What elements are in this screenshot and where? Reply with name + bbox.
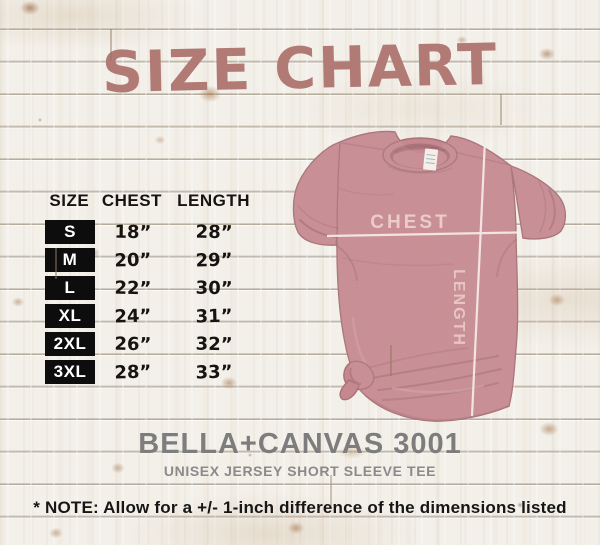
size-badge: L (45, 276, 95, 300)
length-value: 32” (195, 333, 233, 355)
table-row: L 22” 30” (45, 274, 257, 302)
tshirt-graphic: CHEST LENGTH (283, 128, 588, 436)
chest-value: 20” (114, 249, 152, 271)
size-cell: L (45, 276, 95, 300)
column-header-size: SIZE (49, 191, 90, 210)
table-row: XL 24” 31” (45, 302, 257, 330)
size-cell: M (45, 248, 95, 272)
product-subtitle: UNISEX JERSEY SHORT SLEEVE TEE (163, 463, 437, 479)
length-measure-line (470, 139, 487, 417)
size-table: SIZE CHEST LENGTH S 18” 28” M 20” (45, 190, 257, 386)
chest-value: 24” (114, 305, 152, 327)
chest-value: 28” (114, 361, 152, 383)
length-value: 31” (195, 305, 233, 327)
size-badge: S (45, 220, 95, 244)
size-cell: 2XL (45, 332, 95, 356)
size-badge: M (45, 248, 95, 272)
table-row: M 20” 29” (45, 246, 257, 274)
column-header-length: LENGTH (177, 191, 250, 210)
table-row: 3XL 28” 33” (45, 358, 257, 386)
heather-texture (293, 131, 566, 422)
size-cell: 3XL (45, 360, 95, 384)
length-value: 29” (195, 249, 233, 271)
column-header-chest: CHEST (101, 191, 162, 210)
chest-measure-line (326, 231, 518, 238)
tolerance-note: * NOTE: Allow for a +/- 1-inch differenc… (33, 498, 567, 517)
product-name: BELLA+CANVAS 3001 (138, 428, 462, 460)
chest-label: CHEST (370, 212, 449, 233)
size-badge: XL (45, 304, 95, 328)
page-title: SIZE CHART (101, 31, 499, 107)
table-body: S 18” 28” M 20” 29” L (45, 218, 257, 386)
length-label: LENGTH (450, 269, 467, 347)
length-value: 33” (195, 361, 233, 383)
length-value: 28” (195, 221, 233, 243)
tshirt-svg: CHEST LENGTH (292, 130, 567, 422)
chest-value: 26” (114, 333, 152, 355)
table-row: S 18” 28” (45, 218, 257, 246)
chest-value: 18” (114, 221, 152, 243)
table-row: 2XL 26” 32” (45, 330, 257, 358)
length-value: 30” (195, 277, 233, 299)
size-badge: 3XL (45, 360, 95, 384)
table-header-row: SIZE CHEST LENGTH (45, 190, 257, 212)
size-cell: S (45, 220, 95, 244)
size-cell: XL (45, 304, 95, 328)
size-badge: 2XL (45, 332, 95, 356)
measurement-lines (326, 139, 518, 417)
chest-value: 22” (114, 277, 152, 299)
